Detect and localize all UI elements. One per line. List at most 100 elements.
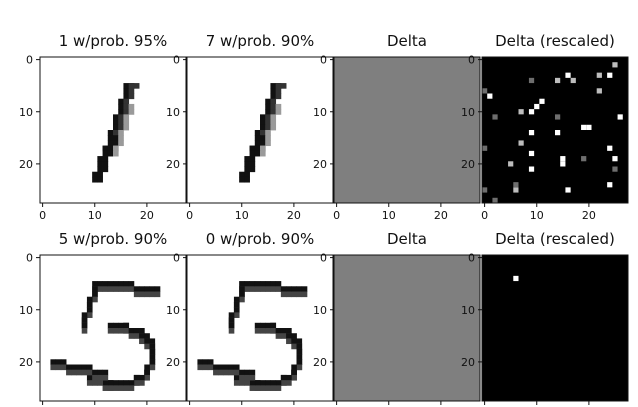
x-tick-label: 10 [235,209,249,222]
digit-pixel [260,322,266,329]
digit-pixel [296,286,303,292]
x-tick-label: 20 [434,209,448,222]
panel-image [334,57,480,203]
delta-pixel [482,187,488,193]
digit-pixel [92,369,98,376]
digit-pixel [239,369,245,376]
digit-pixel [102,374,109,381]
digit-pixel [260,145,266,152]
digit-pixel [291,291,297,298]
digit-pixel [296,354,303,360]
digit-pixel [233,364,240,371]
panel-1-3: Delta 0 0 10 10 20 20 [313,32,481,222]
digit-pixel [280,333,287,339]
digit-pixel [239,374,245,381]
digit-pixel [107,380,114,386]
panel-2-3: Delta 0 0 10 10 20 20 [313,230,481,405]
y-tick-label: 20 [461,356,475,369]
digit-pixel [133,83,140,89]
digit-pixel [270,124,277,131]
digit-pixel [260,119,266,126]
delta-pixel [607,72,613,78]
digit-pixel [133,380,140,386]
digit-pixel [296,291,303,298]
digit-pixel [97,176,103,183]
digit-pixel [291,369,297,376]
digit-pixel [280,83,287,89]
digit-pixel [244,161,250,167]
digit-pixel [107,135,114,141]
digit-pixel [249,150,256,157]
digit-pixel [228,312,235,318]
delta-pixel [586,124,592,130]
panel-frame [186,56,334,204]
digit-pixel [265,98,271,105]
digit-pixel [260,328,266,334]
digit-pixel [102,286,109,292]
digit-pixel [107,130,114,136]
digit-pixel [133,328,140,334]
digit-pixel [291,343,297,350]
digit-pixel [197,364,204,371]
digit-pixel [265,286,271,292]
x-tick-label: 20 [582,209,596,222]
digit-pixel [60,359,67,365]
digit-pixel [144,291,150,298]
digit-pixel [270,109,277,115]
digit-pixel [249,369,256,376]
digit-pixel [92,374,98,381]
panel-title: Delta (rescaled) [495,32,615,50]
digit-pixel [286,328,292,334]
digit-pixel [233,369,240,376]
y-tick-label: 20 [313,158,327,171]
digit-pixel [128,103,135,110]
digit-pixel [86,380,93,386]
digit-pixel [92,176,98,183]
x-tick-label: 10 [88,209,102,222]
delta-pixel [560,161,566,167]
delta-pixel [565,72,571,78]
digit-pixel [280,328,287,334]
digit-pixel [133,374,140,381]
panel-frame [481,56,629,204]
x-tick-label: 10 [382,209,396,222]
digit-pixel [97,380,103,386]
digit-pixel [118,281,124,287]
digit-pixel [301,291,308,298]
digit-pixel [128,385,135,391]
delta-pixel [528,77,535,84]
digit-pixel [275,83,282,89]
digit-pixel [291,338,297,345]
digit-pixel [244,281,250,287]
delta-pixel [513,182,519,188]
digit-pixel [239,291,245,298]
digit-pixel [139,338,145,345]
digit-pixel [270,380,277,386]
delta-pixel [528,166,535,172]
digit-pixel [123,103,130,110]
digit-pixel [249,161,256,167]
delta-pixel [528,150,535,157]
digit-pixel [107,385,114,391]
digit-pixel [71,369,77,376]
digit-pixel [265,328,271,334]
digit-pixel [260,286,266,292]
digit-pixel [265,281,271,287]
digit-pixel [244,380,250,386]
digit-pixel [239,296,245,303]
digit-pixel [249,374,256,381]
digit-pixel [275,88,282,94]
digit-pixel [107,281,114,287]
digit-pixel [213,369,219,376]
digit-pixel [107,322,114,329]
digit-pixel [81,312,88,318]
digit-pixel [260,281,266,287]
y-tick-label: 20 [19,158,33,171]
panel-frame [333,254,481,402]
digit-pixel [86,364,93,371]
digit-pixel [128,333,135,339]
digit-pixel [275,286,282,292]
x-tick-label: 10 [530,209,544,222]
digit-pixel [239,176,245,183]
